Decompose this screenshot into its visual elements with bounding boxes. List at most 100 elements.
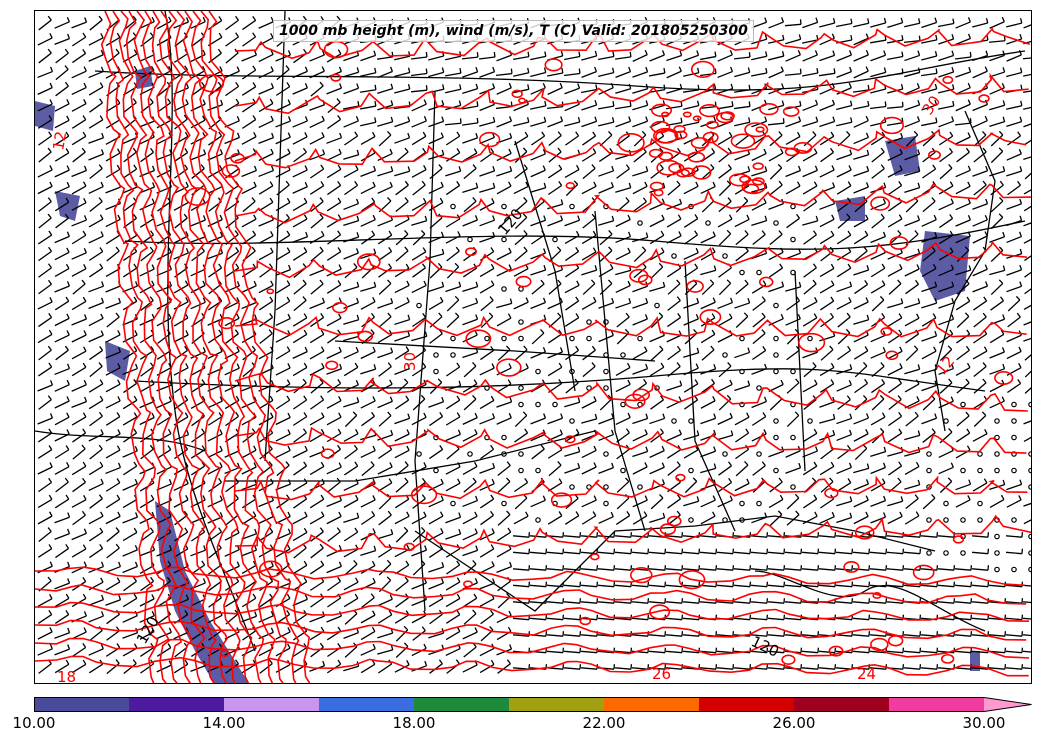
wind-barb bbox=[173, 531, 189, 542]
wind-barb-tick bbox=[696, 297, 700, 304]
wind-barb bbox=[852, 584, 870, 588]
temperature-contour-loop bbox=[230, 152, 245, 164]
wind-barb-tick bbox=[544, 51, 547, 57]
wind-barb-tick bbox=[458, 528, 462, 535]
wind-barb bbox=[140, 151, 154, 163]
wind-barb bbox=[174, 646, 188, 658]
calm-wind-circle bbox=[1028, 467, 1031, 474]
wind-barb-tick bbox=[390, 297, 394, 304]
wind-barb bbox=[920, 634, 938, 637]
wind-barb bbox=[105, 36, 121, 47]
wind-barb-tick bbox=[543, 116, 547, 122]
wind-barb-tick bbox=[696, 496, 700, 502]
wind-barb bbox=[767, 601, 785, 604]
wind-barb bbox=[939, 431, 953, 444]
wind-barb-tick bbox=[442, 84, 445, 90]
wind-barb-tick bbox=[490, 247, 495, 252]
wind-barb-tick bbox=[441, 116, 445, 122]
wind-barb bbox=[547, 351, 563, 359]
wind-barb-tick bbox=[168, 247, 172, 253]
wind-barb-tick bbox=[525, 297, 529, 303]
wind-barb bbox=[648, 650, 666, 654]
wind-barb-tick bbox=[371, 411, 376, 417]
wind-barb bbox=[479, 548, 495, 558]
wind-barb bbox=[717, 317, 733, 327]
wind-barb-tick bbox=[271, 165, 275, 171]
wind-barb-tick bbox=[730, 83, 734, 89]
wind-barb bbox=[156, 400, 172, 409]
wind-barb bbox=[1022, 617, 1031, 620]
temperature-contour-loop bbox=[942, 75, 954, 84]
wind-barb-tick bbox=[778, 131, 783, 136]
wind-barb bbox=[412, 316, 426, 328]
wind-barb-tick bbox=[184, 65, 189, 71]
wind-barb-tick bbox=[628, 231, 632, 237]
wind-barb-tick bbox=[1018, 148, 1022, 155]
wind-barb bbox=[514, 432, 528, 443]
temperature-contour-loop bbox=[590, 553, 600, 561]
wind-barb-tick bbox=[762, 280, 767, 286]
wind-barb-tick bbox=[813, 494, 818, 500]
wind-barb-tick bbox=[372, 445, 376, 451]
wind-barb-tick bbox=[390, 429, 394, 436]
wind-barb-tick bbox=[353, 560, 358, 565]
wind-barb-tick bbox=[882, 462, 887, 468]
wind-barb-tick bbox=[798, 281, 802, 288]
wind-barb-tick bbox=[694, 214, 699, 220]
wind-barb-tick bbox=[731, 101, 734, 107]
wind-barb-tick bbox=[680, 117, 683, 123]
wind-barb-tick bbox=[406, 544, 410, 550]
wind-barb-tick bbox=[525, 511, 529, 517]
wind-barb bbox=[446, 448, 460, 460]
calm-wind-circle bbox=[688, 517, 694, 523]
wind-barb bbox=[446, 564, 460, 575]
temperature-contour bbox=[133, 11, 206, 683]
wind-barb-tick bbox=[661, 214, 665, 220]
wind-barb-tick bbox=[48, 494, 53, 500]
wind-barb bbox=[241, 301, 257, 310]
wind-barb-tick bbox=[897, 395, 902, 400]
wind-barb bbox=[377, 88, 393, 94]
wind-barb bbox=[699, 551, 717, 555]
wind-barb-tick bbox=[337, 626, 342, 632]
wind-barb bbox=[614, 601, 632, 604]
wind-barb bbox=[530, 433, 546, 442]
wind-barb bbox=[871, 168, 885, 179]
wind-barb-tick bbox=[217, 48, 222, 54]
wind-barb bbox=[939, 167, 953, 180]
wind-barb bbox=[700, 333, 716, 344]
wind-barb-tick bbox=[387, 411, 392, 417]
wind-barb-tick bbox=[560, 215, 564, 221]
wind-barb bbox=[820, 316, 834, 328]
wind-barb-tick bbox=[49, 627, 53, 633]
wind-barb-tick bbox=[82, 544, 87, 550]
wind-barb-tick bbox=[203, 545, 207, 551]
wind-barb bbox=[650, 168, 664, 179]
wind-barb-tick bbox=[951, 67, 955, 73]
wind-barb bbox=[513, 135, 529, 146]
temperature-contour bbox=[234, 426, 1027, 454]
wind-barb bbox=[700, 235, 716, 244]
wind-barb bbox=[1005, 584, 1023, 588]
wind-barb-tick bbox=[387, 312, 392, 318]
wind-barb bbox=[752, 349, 766, 361]
wind-barb bbox=[700, 450, 716, 458]
wind-barb-tick bbox=[678, 429, 682, 435]
wind-barb bbox=[666, 384, 682, 392]
wind-barb bbox=[241, 169, 257, 178]
wind-barb-tick bbox=[850, 34, 853, 41]
wind-barb bbox=[633, 201, 647, 212]
wind-barb-tick bbox=[795, 378, 800, 384]
wind-barb bbox=[631, 584, 649, 588]
wind-barb-tick bbox=[48, 362, 53, 368]
wind-barb bbox=[139, 383, 155, 393]
wind-barb bbox=[836, 251, 852, 261]
wind-barb bbox=[1007, 316, 1021, 328]
wind-barb-tick bbox=[458, 380, 462, 386]
wind-barb bbox=[633, 266, 647, 279]
wind-barb-tick bbox=[711, 378, 716, 384]
wind-barb bbox=[123, 102, 137, 113]
wind-barb-tick bbox=[727, 147, 732, 153]
wind-barb-tick bbox=[899, 363, 903, 369]
temperature-contour-loop bbox=[728, 173, 750, 187]
